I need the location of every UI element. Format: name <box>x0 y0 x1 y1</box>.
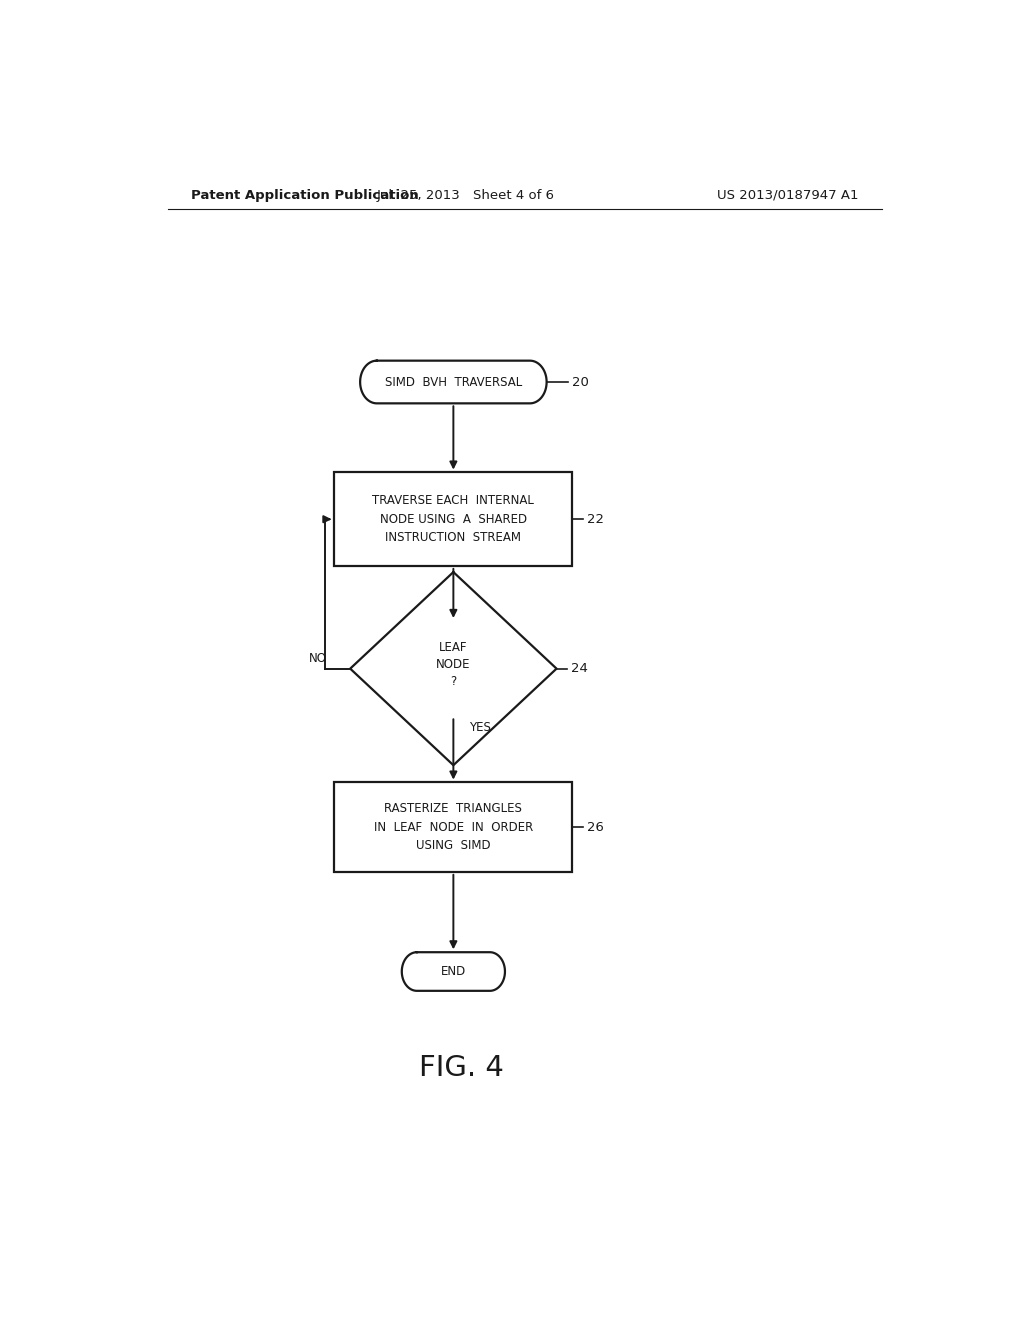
Polygon shape <box>350 572 557 766</box>
Bar <box>334 783 572 873</box>
Text: END: END <box>440 965 466 978</box>
Text: 24: 24 <box>570 663 588 675</box>
Polygon shape <box>360 360 547 404</box>
Text: FIG. 4: FIG. 4 <box>419 1055 504 1082</box>
Text: RASTERIZE  TRIANGLES
IN  LEAF  NODE  IN  ORDER
USING  SIMD: RASTERIZE TRIANGLES IN LEAF NODE IN ORDE… <box>374 803 534 853</box>
Text: LEAF
NODE
?: LEAF NODE ? <box>436 642 471 688</box>
Text: Patent Application Publication: Patent Application Publication <box>191 189 419 202</box>
Text: Jul. 25, 2013 Sheet 4 of 6: Jul. 25, 2013 Sheet 4 of 6 <box>376 189 554 202</box>
Text: 20: 20 <box>572 375 589 388</box>
Text: SIMD  BVH  TRAVERSAL: SIMD BVH TRAVERSAL <box>385 375 522 388</box>
Text: 22: 22 <box>587 512 604 525</box>
Polygon shape <box>401 952 505 991</box>
Text: YES: YES <box>469 721 492 734</box>
Text: US 2013/0187947 A1: US 2013/0187947 A1 <box>717 189 858 202</box>
Text: TRAVERSE EACH  INTERNAL
NODE USING  A  SHARED
INSTRUCTION  STREAM: TRAVERSE EACH INTERNAL NODE USING A SHAR… <box>373 494 535 544</box>
Text: 26: 26 <box>587 821 603 834</box>
Bar <box>334 473 572 566</box>
Text: NO: NO <box>309 652 327 665</box>
